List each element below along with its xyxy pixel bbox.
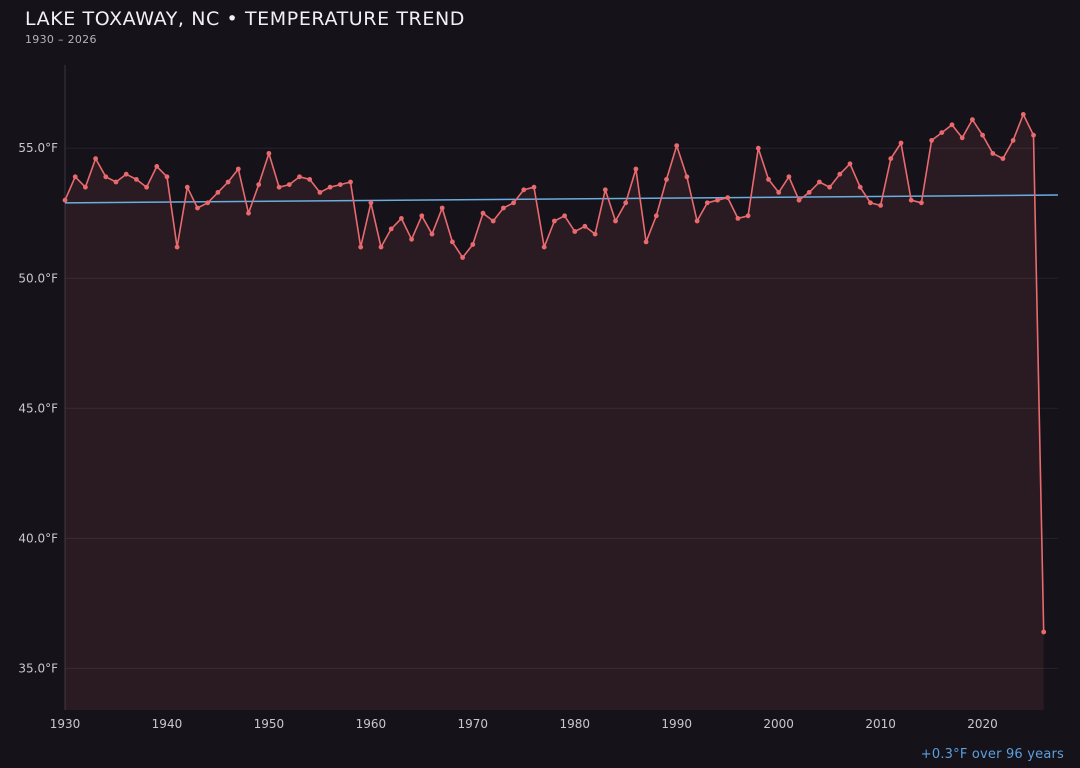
svg-text:1930: 1930 [50,717,81,731]
svg-text:1960: 1960 [356,717,387,731]
chart-subtitle: 1930 – 2026 [25,33,97,46]
svg-text:50.0°F: 50.0°F [18,271,58,285]
svg-text:1980: 1980 [559,717,590,731]
svg-text:1940: 1940 [152,717,183,731]
svg-text:45.0°F: 45.0°F [18,401,58,415]
svg-text:1950: 1950 [254,717,285,731]
svg-text:2020: 2020 [967,717,998,731]
x-axis-labels: 1930 1940 1950 1960 1970 1980 1990 2000 2010 2020 [50,717,998,731]
svg-text:35.0°F: 35.0°F [18,661,58,675]
gridlines [65,147,1058,669]
series-area-fill [65,114,1044,710]
svg-text:1970: 1970 [458,717,489,731]
chart-header: LAKE TOXAWAY, NC • TEMPERATURE TREND 193… [25,8,465,46]
svg-text:2010: 2010 [865,717,896,731]
svg-text:1990: 1990 [661,717,692,731]
trend-annotation: +0.3°F over 96 years [920,747,1064,762]
series-points [62,112,1047,635]
svg-text:40.0°F: 40.0°F [18,531,58,545]
chart-title: LAKE TOXAWAY, NC • TEMPERATURE TREND [25,8,465,30]
y-axis-labels: 55.0°F 50.0°F 45.0°F 40.0°F 35.0°F [18,141,58,675]
trend-line [64,194,1059,204]
svg-text:2000: 2000 [763,717,794,731]
svg-text:55.0°F: 55.0°F [18,141,58,155]
